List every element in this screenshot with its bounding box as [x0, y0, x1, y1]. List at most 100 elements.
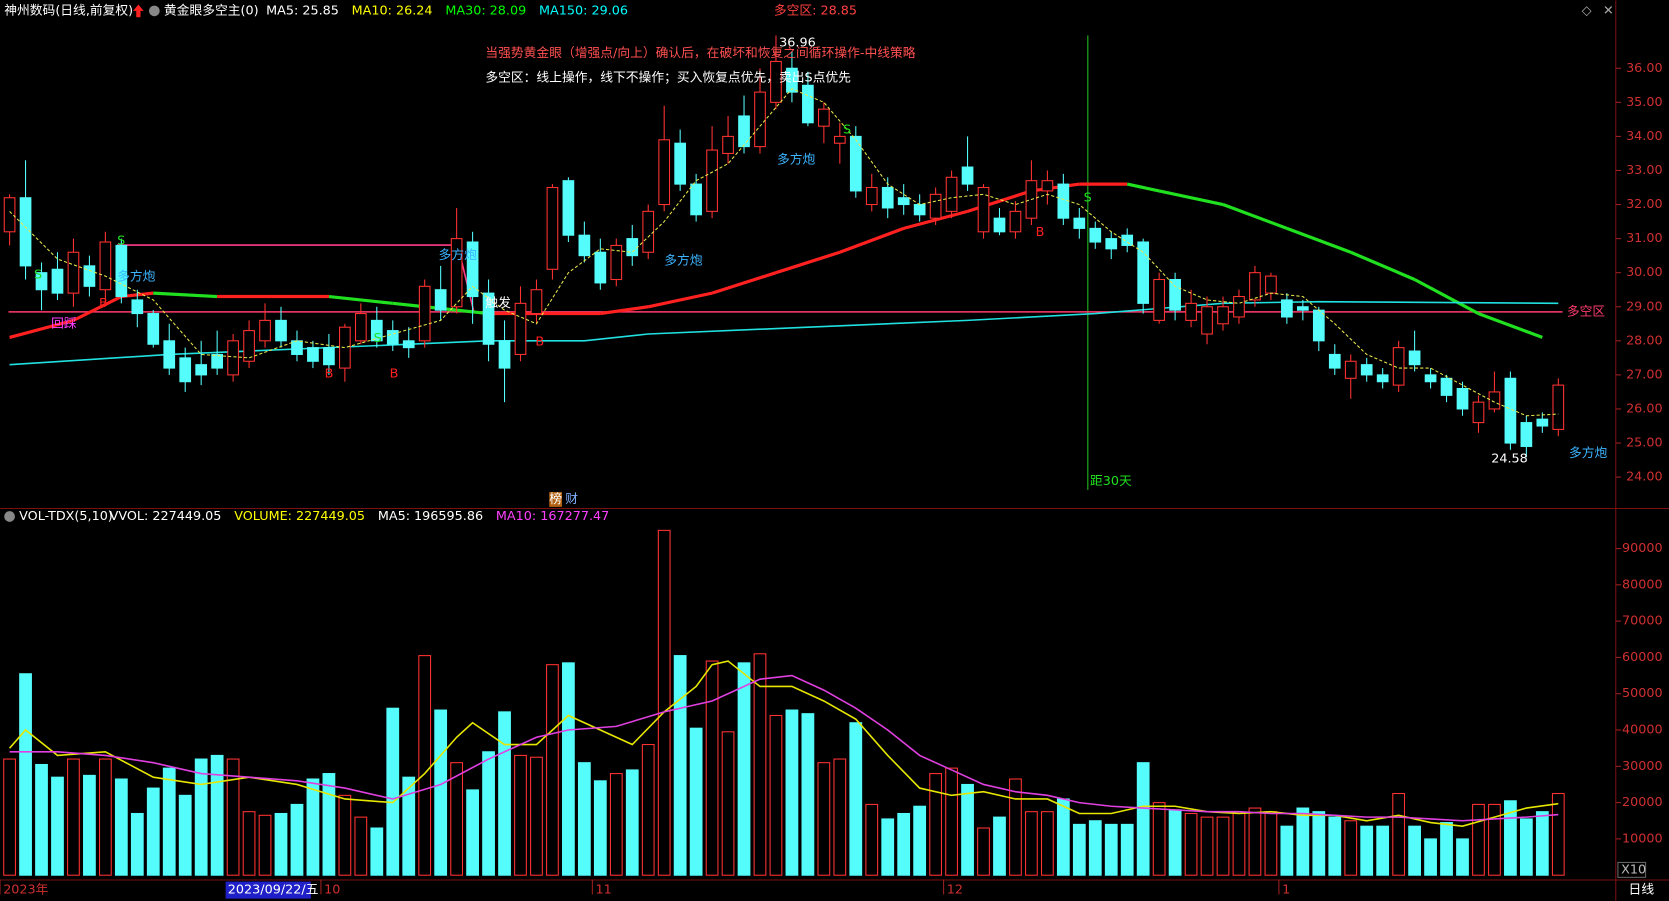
- volume-bar: [306, 778, 320, 876]
- volume-bar: [1519, 818, 1533, 876]
- legend-item: MA10: 26.24: [352, 3, 433, 18]
- candle-body: [977, 186, 990, 233]
- candle-body: [1456, 387, 1469, 410]
- candle-body: [802, 84, 814, 124]
- y-tick-label: 28.00: [1626, 333, 1663, 348]
- candle-body: [1296, 306, 1309, 311]
- candle-body: [961, 166, 974, 185]
- volume-bar: [609, 773, 623, 876]
- y-tick-label: 50000: [1622, 686, 1663, 701]
- candle-body: [1265, 275, 1277, 294]
- volume-bar: [1104, 823, 1118, 876]
- close-icon[interactable]: ✕: [1603, 3, 1614, 18]
- volume-bar: [178, 794, 192, 876]
- candle-body: [754, 91, 766, 148]
- candle-body: [1408, 350, 1421, 366]
- candle-body: [35, 272, 48, 291]
- stock-title: 神州数码(日线,前复权): [4, 2, 133, 18]
- candle-body: [1217, 306, 1229, 325]
- candle-body: [291, 340, 303, 355]
- y-tick-label: 30.00: [1626, 265, 1663, 280]
- x-tick-label: 12: [947, 883, 963, 898]
- volume-bar: [833, 758, 847, 876]
- y-tick-label: 70000: [1622, 614, 1663, 629]
- candle-body: [3, 197, 16, 233]
- candle-body: [1488, 391, 1501, 410]
- volume-bar: [162, 767, 176, 876]
- candle-body: [1121, 234, 1134, 246]
- zone-label: 多空区: [1567, 304, 1606, 319]
- candle-body: [1153, 278, 1166, 321]
- volume-bar: [130, 812, 144, 876]
- candle-body: [913, 204, 926, 216]
- x-tick-label: 11: [596, 883, 612, 898]
- candle-body: [275, 319, 287, 342]
- y-tick-label: 31.00: [1626, 231, 1663, 246]
- volume-bar: [114, 778, 128, 876]
- candle-body: [897, 197, 910, 206]
- candle-body: [450, 238, 463, 308]
- volume-bar: [1344, 820, 1358, 876]
- signal-label: 多方炮: [777, 151, 816, 167]
- candle-body: [546, 186, 559, 270]
- volume-bar: [705, 660, 719, 876]
- candle-body: [19, 197, 32, 267]
- candle-body: [1169, 278, 1181, 311]
- candle-body: [354, 313, 367, 342]
- y-tick-label: 40000: [1622, 723, 1663, 738]
- candle-body: [482, 292, 495, 345]
- volume-bar: [1551, 793, 1565, 876]
- volume-bar: [577, 762, 591, 876]
- candle-body: [642, 210, 655, 253]
- signal-label: S: [1084, 191, 1092, 206]
- ma-line: [9, 318, 74, 339]
- signal-label: 回踩: [51, 316, 77, 331]
- candle-body: [594, 251, 607, 284]
- y-tick-label: 25.00: [1626, 436, 1663, 451]
- legend-item: MA30: 28.09: [445, 3, 526, 18]
- volume-bar: [402, 776, 416, 876]
- markers: S S B 多方炮 回踩 S B B 多方炮 触发 B 多方炮 S 多方炮 B …: [34, 123, 1607, 462]
- window-icon[interactable]: ◇: [1582, 3, 1592, 18]
- volume-bar: [1472, 803, 1485, 876]
- ma-line: [839, 226, 905, 254]
- candle-body: [993, 217, 1006, 233]
- candle-body: [530, 289, 543, 315]
- candle-body: [227, 340, 239, 376]
- ma-line: [8, 660, 1559, 828]
- legend-item: VOLUME: 227449.05: [234, 509, 365, 524]
- volume-bar: [721, 731, 735, 876]
- ma-line: [647, 291, 713, 309]
- volume-bar: [1088, 820, 1102, 876]
- candle-body: [323, 347, 335, 366]
- candle-body: [307, 347, 319, 362]
- high-label: 36.96: [779, 35, 816, 50]
- ma-line: [328, 294, 393, 305]
- candle-body: [1089, 227, 1102, 243]
- volume-bar: [1392, 793, 1406, 876]
- volume-bar: [1120, 823, 1134, 876]
- volume-bar: [1232, 812, 1246, 876]
- volume-bar: [274, 812, 288, 876]
- candle-body: [1440, 377, 1453, 396]
- y-tick-label: 30000: [1622, 759, 1663, 774]
- candle-body: [1009, 210, 1022, 233]
- volume-bar: [737, 662, 751, 876]
- signal-label: 多方炮: [1569, 445, 1608, 461]
- candle-body: [434, 289, 447, 311]
- ma-line: [72, 295, 123, 322]
- candle-body: [115, 244, 128, 298]
- candle-body: [818, 108, 830, 127]
- candle-body: [1073, 217, 1086, 229]
- volume-bar: [290, 803, 304, 876]
- volume-bar: [418, 655, 432, 876]
- indicator-name: 黄金眼多空主(0): [164, 2, 259, 18]
- legend-item: MA150: 29.06: [539, 3, 628, 18]
- candle-body: [722, 135, 734, 154]
- y-tick-label: 26.00: [1626, 401, 1663, 416]
- volume-bar: [19, 673, 32, 876]
- candle-body: [1552, 384, 1565, 430]
- low-label: 24.58: [1491, 452, 1528, 467]
